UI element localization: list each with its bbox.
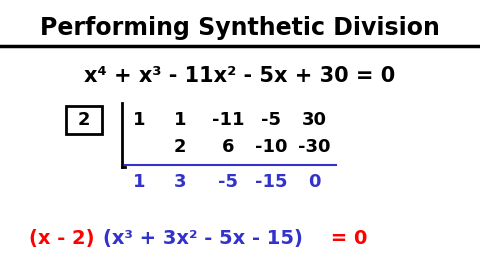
Text: x⁴ + x³ - 11x² - 5x + 30 = 0: x⁴ + x³ - 11x² - 5x + 30 = 0	[84, 66, 396, 86]
Text: (x³ + 3x² - 5x - 15): (x³ + 3x² - 5x - 15)	[103, 230, 303, 248]
Text: -11: -11	[212, 111, 244, 129]
Text: -5: -5	[261, 111, 281, 129]
Text: 6: 6	[222, 138, 234, 156]
Text: 2: 2	[174, 138, 186, 156]
Text: (x - 2): (x - 2)	[29, 230, 94, 248]
Text: -15: -15	[255, 173, 288, 191]
Text: 3: 3	[174, 173, 186, 191]
Text: 1: 1	[133, 173, 145, 191]
Text: Performing Synthetic Division: Performing Synthetic Division	[40, 16, 440, 40]
Text: 30: 30	[302, 111, 327, 129]
FancyBboxPatch shape	[66, 106, 102, 134]
Text: 0: 0	[308, 173, 321, 191]
Text: = 0: = 0	[324, 230, 367, 248]
Text: -10: -10	[255, 138, 288, 156]
Text: 1: 1	[174, 111, 186, 129]
Text: -5: -5	[218, 173, 238, 191]
Text: 1: 1	[133, 111, 145, 129]
Text: -30: -30	[298, 138, 331, 156]
Text: 2: 2	[78, 111, 90, 129]
